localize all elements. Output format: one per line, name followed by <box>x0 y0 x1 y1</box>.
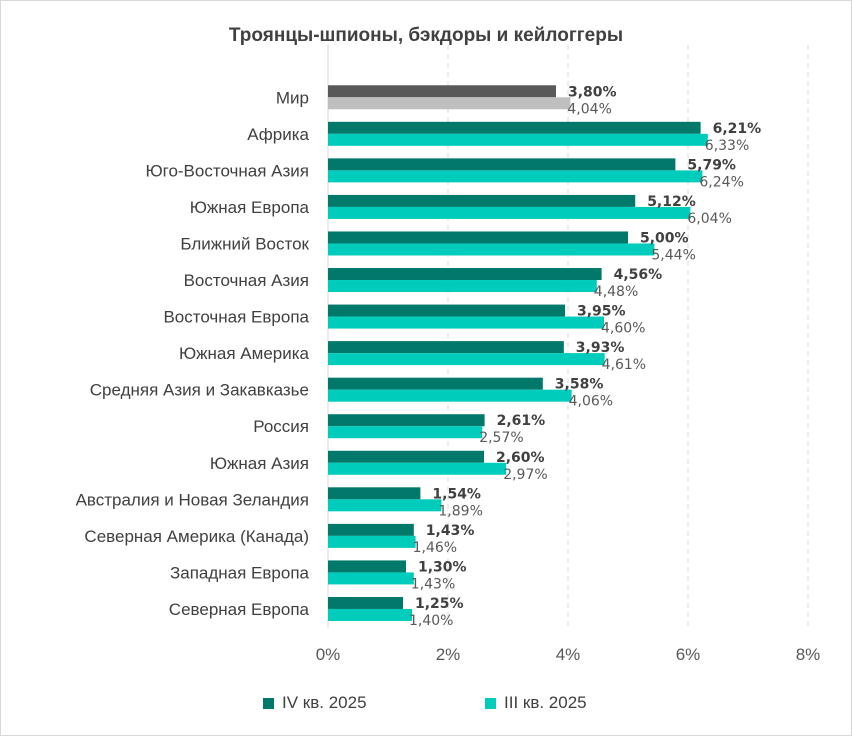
bar-series-1 <box>328 231 628 244</box>
category-label: Западная Европа <box>170 563 310 582</box>
data-label-series-1: 3,80% <box>568 84 617 100</box>
legend-label-series-1: IV кв. 2025 <box>282 693 367 712</box>
category-label: Южная Азия <box>210 454 309 473</box>
category-label: Африка <box>247 125 309 144</box>
data-label-series-2: 1,46% <box>413 540 457 556</box>
data-label-series-1: 5,00% <box>640 230 689 246</box>
bar-series-2 <box>328 426 483 439</box>
data-label-series-2: 4,06% <box>569 394 613 410</box>
data-label-series-1: 3,95% <box>577 304 626 320</box>
bar-series-1 <box>328 341 564 354</box>
x-tick-label: 6% <box>676 645 701 664</box>
category-label: Россия <box>253 417 309 436</box>
bar-series-2 <box>328 243 655 256</box>
data-label-series-1: 1,25% <box>415 596 464 612</box>
data-label-series-1: 6,21% <box>713 121 762 137</box>
data-label-series-1: 1,54% <box>432 486 481 502</box>
bar-series-2 <box>328 133 708 146</box>
bar-series-1 <box>328 560 406 573</box>
bar-series-1 <box>328 523 414 536</box>
data-label-series-2: 6,04% <box>687 211 731 227</box>
data-label-series-2: 2,57% <box>479 430 523 446</box>
data-label-series-2: 4,48% <box>594 284 638 300</box>
bar-series-2 <box>328 97 571 110</box>
legend-swatch-series-1 <box>263 697 274 709</box>
category-label: Восточная Азия <box>184 271 309 290</box>
bar-series-2 <box>328 499 442 512</box>
bar-series-1 <box>328 450 484 463</box>
bar-series-1 <box>328 158 676 171</box>
bar-series-2 <box>328 462 507 475</box>
x-tick-label: 8% <box>796 645 821 664</box>
bar-series-1 <box>328 194 636 207</box>
category-label: Мир <box>276 88 309 107</box>
bar-series-1 <box>328 85 556 98</box>
chart-title: Троянцы-шпионы, бэкдоры и кейлоггеры <box>228 25 624 46</box>
x-tick-label: 4% <box>556 645 581 664</box>
data-label-series-2: 4,60% <box>601 321 645 337</box>
bar-series-1 <box>328 414 485 427</box>
data-label-series-1: 5,79% <box>687 157 736 173</box>
category-label: Северная Европа <box>169 600 310 619</box>
category-label: Юго-Восточная Азия <box>145 161 309 180</box>
category-label: Ближний Восток <box>180 234 309 253</box>
legend-label-series-2: III кв. 2025 <box>504 693 587 712</box>
bar-series-1 <box>328 304 565 317</box>
data-label-series-2: 5,44% <box>651 247 695 263</box>
data-label-series-2: 6,33% <box>705 138 749 154</box>
data-label-series-2: 1,43% <box>411 576 455 592</box>
data-label-series-2: 4,04% <box>567 101 611 117</box>
data-label-series-1: 1,30% <box>418 559 467 575</box>
category-label: Австралия и Новая Зеландия <box>76 490 309 509</box>
data-label-series-2: 1,89% <box>438 503 482 519</box>
bar-series-2 <box>328 206 691 219</box>
data-label-series-2: 6,24% <box>699 174 743 190</box>
legend-swatch-series-2 <box>485 697 496 709</box>
data-label-series-1: 4,56% <box>614 267 663 283</box>
category-label: Северная Америка (Канада) <box>84 527 309 546</box>
bar-series-2 <box>328 353 605 366</box>
bar-series-1 <box>328 121 701 134</box>
data-label-series-2: 1,40% <box>409 613 453 629</box>
bar-series-1 <box>328 268 602 281</box>
x-tick-label: 2% <box>436 645 461 664</box>
data-label-series-2: 4,61% <box>602 357 646 373</box>
bar-series-1 <box>328 377 543 390</box>
legend-item-series-1: IV кв. 2025 <box>263 693 367 713</box>
bar-series-2 <box>328 280 597 293</box>
data-label-series-1: 2,61% <box>497 413 546 429</box>
bar-series-2 <box>328 535 416 548</box>
category-label: Южная Европа <box>190 198 310 217</box>
bar-series-2 <box>328 572 414 585</box>
category-label: Южная Америка <box>179 344 310 363</box>
bar-series-2 <box>328 389 572 402</box>
data-label-series-1: 3,93% <box>576 340 625 356</box>
data-label-series-2: 2,97% <box>503 467 547 483</box>
data-label-series-1: 3,58% <box>555 377 604 393</box>
category-label: Восточная Европа <box>163 308 309 327</box>
bar-series-1 <box>328 487 421 500</box>
data-label-series-1: 2,60% <box>496 450 545 466</box>
category-label: Средняя Азия и Закавказье <box>90 381 309 400</box>
bar-series-2 <box>328 170 703 183</box>
bar-series-2 <box>328 608 412 621</box>
data-label-series-1: 5,12% <box>647 194 696 210</box>
x-tick-label: 0% <box>316 645 341 664</box>
bar-series-1 <box>328 596 403 609</box>
legend-item-series-2: III кв. 2025 <box>485 693 587 713</box>
bar-series-2 <box>328 316 604 329</box>
data-label-series-1: 1,43% <box>426 523 475 539</box>
